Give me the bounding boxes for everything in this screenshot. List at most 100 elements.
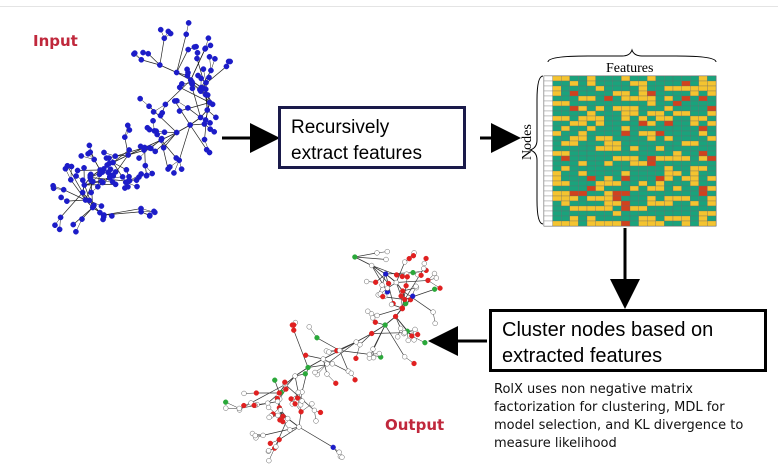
- graph-node: [138, 56, 145, 63]
- matrix-cell: [672, 100, 682, 107]
- matrix-cell: [629, 185, 639, 192]
- graph-node: [125, 152, 132, 158]
- graph-edge: [326, 341, 357, 365]
- matrix-cell: [647, 80, 656, 87]
- graph-node: [148, 145, 154, 152]
- graph-node: [87, 171, 94, 178]
- matrix-cell: [543, 100, 553, 107]
- matrix-cell: [586, 190, 596, 197]
- output-graph: [223, 248, 443, 464]
- graph-edge: [192, 88, 201, 118]
- graph-node: [138, 171, 144, 177]
- matrix-cell: [672, 220, 682, 227]
- matrix-cell: [595, 80, 605, 87]
- matrix-cell: [629, 160, 639, 167]
- matrix-cell: [569, 155, 579, 162]
- graph-node: [101, 149, 107, 156]
- graph-node: [411, 337, 417, 343]
- matrix-cell: [586, 120, 596, 127]
- graph-node: [398, 293, 404, 299]
- graph-node: [70, 221, 77, 228]
- matrix-cell: [655, 180, 665, 187]
- graph-node: [156, 62, 163, 68]
- matrix-cell: [552, 80, 562, 87]
- matrix-cell: [681, 205, 691, 212]
- matrix-cell: [664, 165, 674, 172]
- matrix-cell: [681, 75, 691, 82]
- graph-node: [317, 409, 324, 416]
- matrix-cell: [612, 80, 622, 87]
- matrix-cell: [698, 130, 708, 137]
- graph-node: [276, 437, 282, 443]
- matrix-cell: [698, 75, 708, 82]
- matrix-cell: [543, 180, 553, 187]
- matrix-cell: [664, 135, 674, 142]
- matrix-cell: [586, 155, 596, 162]
- graph-edge: [103, 208, 142, 216]
- features-label: Features: [606, 61, 654, 76]
- graph-node: [251, 402, 257, 409]
- graph-node: [197, 86, 203, 93]
- matrix-cell: [595, 205, 605, 212]
- matrix-cell: [586, 150, 596, 157]
- matrix-cell: [690, 105, 699, 112]
- matrix-cell: [561, 195, 570, 202]
- matrix-cell: [638, 220, 648, 227]
- matrix-cell: [664, 90, 674, 97]
- cluster-nodes-text: Cluster nodes based on extracted feature…: [502, 319, 714, 367]
- graph-edge: [190, 48, 206, 81]
- matrix-cell: [647, 185, 656, 192]
- graph-node: [295, 389, 301, 395]
- graph-node: [205, 35, 212, 42]
- matrix-cell: [690, 135, 699, 142]
- matrix-cell: [638, 95, 648, 102]
- graph-edge: [250, 384, 286, 404]
- matrix-cell: [690, 185, 699, 192]
- graph-node: [197, 114, 204, 121]
- graph-node: [285, 415, 291, 422]
- matrix-cell: [604, 190, 613, 197]
- matrix-cell: [655, 205, 665, 212]
- matrix-cell: [707, 175, 717, 182]
- graph-node: [176, 84, 183, 91]
- graph-node: [74, 167, 81, 174]
- graph-node: [410, 269, 416, 276]
- graph-node: [157, 112, 164, 119]
- graph-edge: [128, 148, 152, 156]
- graph-node: [376, 350, 382, 357]
- graph-node: [185, 20, 192, 26]
- graph-edge: [141, 59, 160, 66]
- matrix-cell: [690, 85, 699, 92]
- matrix-cell: [543, 215, 553, 222]
- graph-node: [402, 330, 408, 336]
- graph-node: [337, 347, 343, 354]
- graph-node: [267, 440, 273, 447]
- matrix-cell: [604, 170, 613, 177]
- matrix-cell: [655, 95, 665, 102]
- matrix-cell: [672, 125, 682, 132]
- graph-node: [409, 333, 415, 339]
- matrix-cell: [690, 95, 699, 102]
- matrix-cell: [552, 220, 562, 227]
- matrix-cell: [612, 100, 622, 107]
- matrix-cell: [595, 190, 605, 197]
- graph-node: [173, 69, 180, 76]
- matrix-cell: [638, 190, 648, 197]
- matrix-cell: [578, 200, 588, 207]
- graph-node: [393, 272, 400, 278]
- matrix-cell: [707, 155, 717, 162]
- matrix-cell: [595, 185, 605, 192]
- cluster-nodes-box: Cluster nodes based on extracted feature…: [489, 309, 767, 372]
- matrix-cell: [664, 205, 674, 212]
- matrix-cell: [561, 150, 570, 157]
- matrix-cell: [604, 85, 613, 92]
- matrix-cell: [578, 75, 588, 82]
- graph-node: [275, 412, 281, 419]
- matrix-cell: [621, 150, 631, 157]
- matrix-cell: [638, 100, 648, 107]
- matrix-cell: [586, 160, 596, 167]
- graph-node: [203, 146, 210, 153]
- graph-edge: [263, 426, 300, 436]
- graph-edge: [301, 367, 309, 393]
- graph-node: [379, 282, 385, 288]
